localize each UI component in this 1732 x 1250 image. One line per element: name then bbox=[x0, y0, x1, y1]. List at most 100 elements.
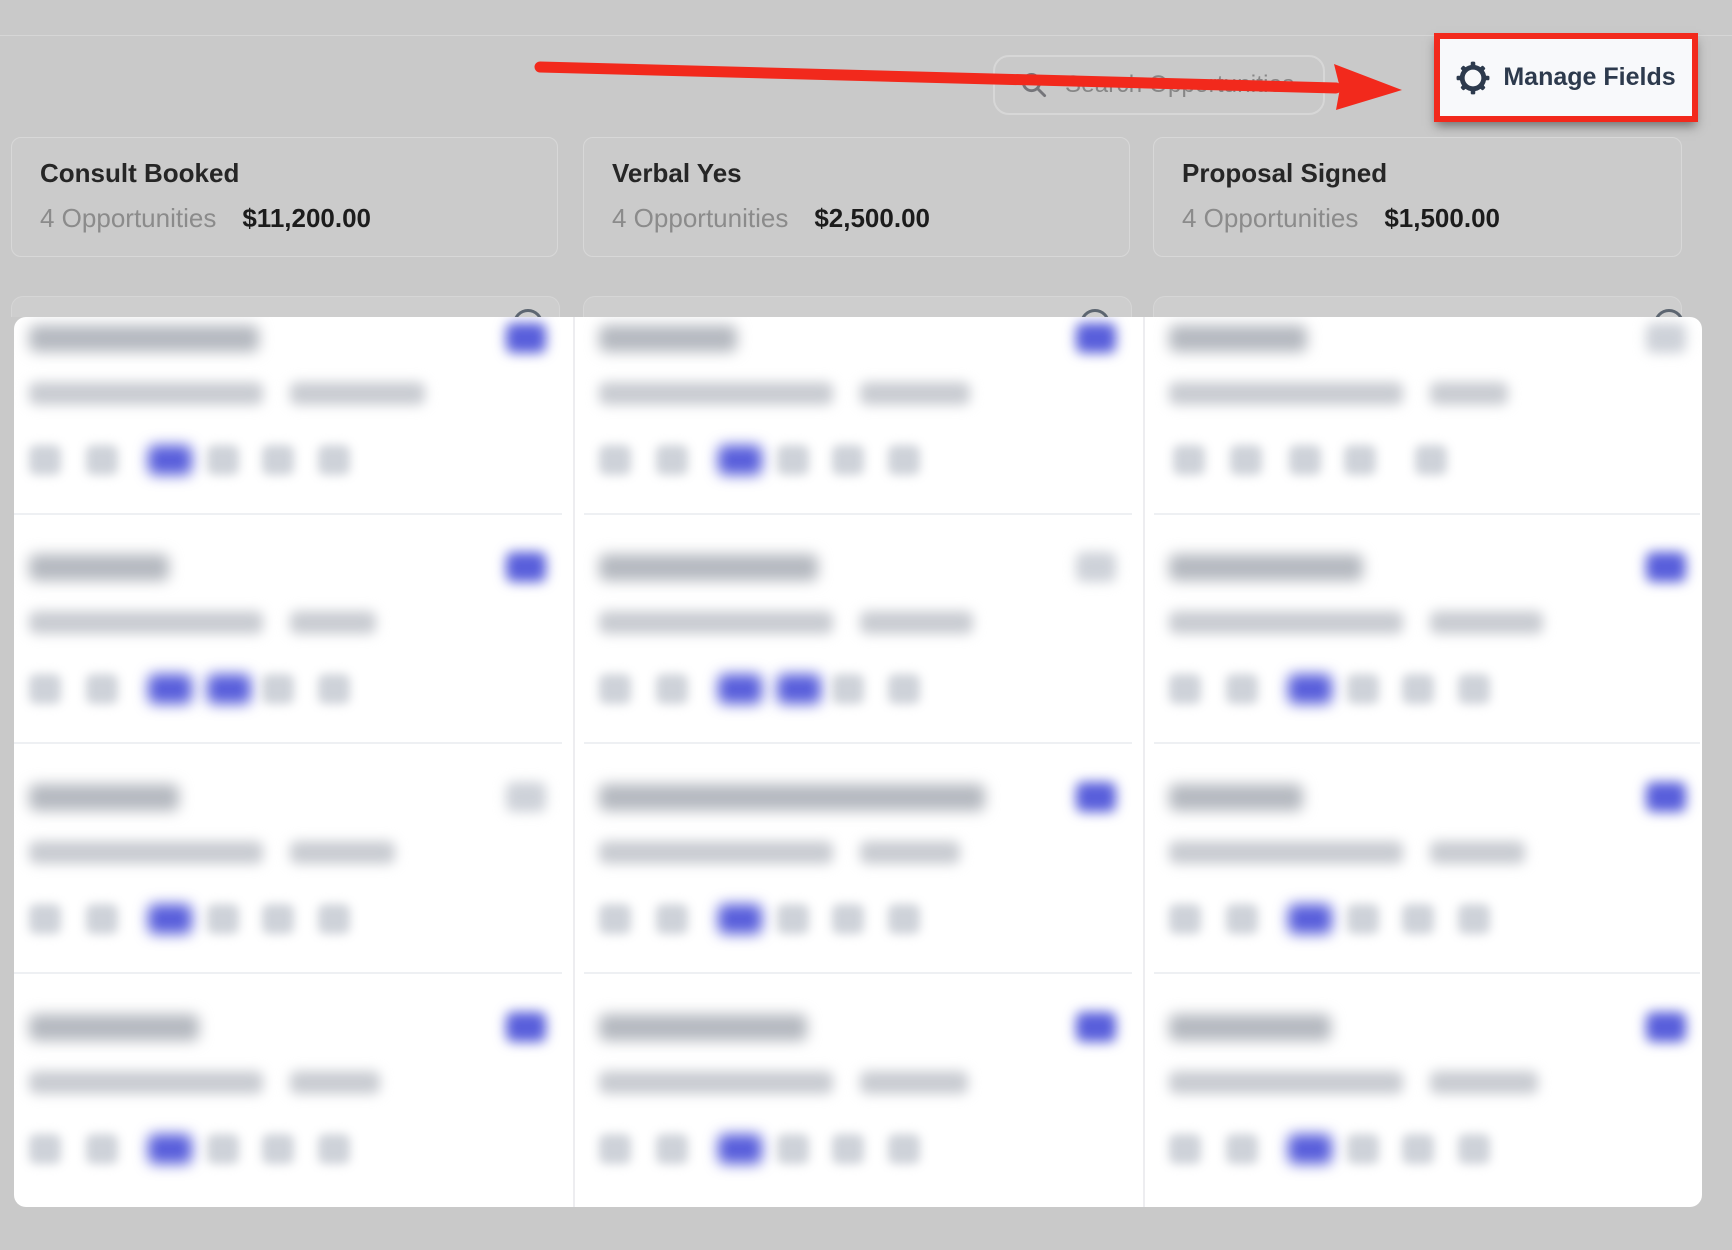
contact-name-redacted bbox=[1169, 1014, 1331, 1041]
stage-header-proposal-signed: Proposal Signed 4 Opportunities $1,500.0… bbox=[1153, 137, 1682, 257]
card-action-icon[interactable] bbox=[888, 1134, 920, 1164]
stage-count: 4 Opportunities bbox=[612, 203, 789, 233]
card-action-icon[interactable] bbox=[262, 445, 294, 475]
card-action-icon[interactable] bbox=[148, 674, 192, 704]
card-action-icon[interactable] bbox=[86, 674, 118, 704]
card-status-badge[interactable] bbox=[506, 323, 546, 353]
opportunities-board-blurred bbox=[14, 317, 1702, 1207]
card-action-icon[interactable] bbox=[1289, 445, 1321, 475]
card-action-icon[interactable] bbox=[718, 445, 762, 475]
card-action-icon[interactable] bbox=[207, 674, 251, 704]
card-action-icon[interactable] bbox=[29, 445, 61, 475]
card-action-icon[interactable] bbox=[1402, 1134, 1434, 1164]
card-action-icon[interactable] bbox=[656, 1134, 688, 1164]
card-action-icon[interactable] bbox=[832, 904, 864, 934]
card-action-icon[interactable] bbox=[1169, 1134, 1201, 1164]
card-action-icon[interactable] bbox=[86, 904, 118, 934]
card-action-icon[interactable] bbox=[832, 674, 864, 704]
card-action-icon[interactable] bbox=[318, 904, 350, 934]
card-action-icon[interactable] bbox=[1458, 674, 1490, 704]
opportunity-value-redacted bbox=[599, 841, 833, 864]
card-action-icon[interactable] bbox=[1173, 445, 1205, 475]
gear-icon bbox=[1456, 61, 1490, 95]
card-action-icon[interactable] bbox=[832, 445, 864, 475]
card-action-icon[interactable] bbox=[888, 445, 920, 475]
card-action-icon[interactable] bbox=[1288, 1134, 1332, 1164]
card-action-icon[interactable] bbox=[1344, 445, 1376, 475]
card-action-icon[interactable] bbox=[718, 904, 762, 934]
card-action-icon[interactable] bbox=[599, 904, 631, 934]
card-action-icon[interactable] bbox=[1226, 904, 1258, 934]
card-action-icon[interactable] bbox=[1347, 904, 1379, 934]
card-action-icon[interactable] bbox=[1347, 1134, 1379, 1164]
card-action-icon[interactable] bbox=[1402, 904, 1434, 934]
card-action-icon[interactable] bbox=[1169, 674, 1201, 704]
card-status-badge[interactable] bbox=[506, 1012, 546, 1042]
card-action-icon[interactable] bbox=[1226, 1134, 1258, 1164]
opportunity-amount-redacted bbox=[1430, 841, 1525, 864]
card-action-icon[interactable] bbox=[718, 1134, 762, 1164]
card-action-icon[interactable] bbox=[148, 445, 192, 475]
card-action-icon[interactable] bbox=[318, 1134, 350, 1164]
contact-name-redacted bbox=[29, 325, 259, 352]
card-status-badge[interactable] bbox=[1076, 1012, 1116, 1042]
card-action-icon[interactable] bbox=[1458, 1134, 1490, 1164]
card-action-icon[interactable] bbox=[1347, 674, 1379, 704]
card-action-icon[interactable] bbox=[207, 445, 239, 475]
card-action-icon[interactable] bbox=[1415, 445, 1447, 475]
card-action-icon[interactable] bbox=[29, 904, 61, 934]
card-action-icon[interactable] bbox=[656, 904, 688, 934]
card-action-icon[interactable] bbox=[888, 674, 920, 704]
card-action-icon[interactable] bbox=[262, 904, 294, 934]
card-action-icon[interactable] bbox=[777, 674, 821, 704]
card-action-icon[interactable] bbox=[656, 445, 688, 475]
opportunity-value-redacted bbox=[29, 382, 263, 405]
card-divider bbox=[1154, 513, 1700, 515]
card-action-icon[interactable] bbox=[599, 674, 631, 704]
card-action-icon[interactable] bbox=[318, 674, 350, 704]
card-action-icon[interactable] bbox=[777, 445, 809, 475]
card-action-icon[interactable] bbox=[1402, 674, 1434, 704]
opportunity-value-redacted bbox=[1169, 1071, 1403, 1094]
card-action-icon[interactable] bbox=[207, 904, 239, 934]
card-action-icon[interactable] bbox=[1288, 904, 1332, 934]
card-status-badge[interactable] bbox=[1646, 782, 1686, 812]
card-action-icon[interactable] bbox=[599, 445, 631, 475]
card-action-icon[interactable] bbox=[207, 1134, 239, 1164]
card-status-badge[interactable] bbox=[1646, 323, 1686, 353]
card-action-icon[interactable] bbox=[1226, 674, 1258, 704]
card-action-icon[interactable] bbox=[888, 904, 920, 934]
card-action-icon[interactable] bbox=[1230, 445, 1262, 475]
card-action-icon[interactable] bbox=[318, 445, 350, 475]
card-action-icon[interactable] bbox=[777, 904, 809, 934]
card-status-badge[interactable] bbox=[1646, 552, 1686, 582]
card-action-icon[interactable] bbox=[1169, 904, 1201, 934]
opportunity-value-redacted bbox=[1169, 611, 1403, 634]
card-status-badge[interactable] bbox=[506, 552, 546, 582]
card-status-badge[interactable] bbox=[1076, 323, 1116, 353]
card-action-icon[interactable] bbox=[718, 674, 762, 704]
opportunity-amount-redacted bbox=[860, 382, 970, 405]
card-action-icon[interactable] bbox=[1288, 674, 1332, 704]
card-action-icon[interactable] bbox=[29, 1134, 61, 1164]
card-action-icon[interactable] bbox=[86, 445, 118, 475]
card-action-icon[interactable] bbox=[262, 1134, 294, 1164]
card-action-icon[interactable] bbox=[148, 1134, 192, 1164]
card-action-icon[interactable] bbox=[29, 674, 61, 704]
card-action-icon[interactable] bbox=[777, 1134, 809, 1164]
search-input[interactable]: Search Opportunities bbox=[993, 55, 1325, 115]
card-action-icon[interactable] bbox=[262, 674, 294, 704]
opportunity-amount-redacted bbox=[290, 382, 425, 405]
card-status-badge[interactable] bbox=[506, 782, 546, 812]
card-action-icon[interactable] bbox=[656, 674, 688, 704]
card-action-icon[interactable] bbox=[86, 1134, 118, 1164]
card-action-icon[interactable] bbox=[832, 1134, 864, 1164]
card-action-icon[interactable] bbox=[148, 904, 192, 934]
card-status-badge[interactable] bbox=[1076, 552, 1116, 582]
card-action-icon[interactable] bbox=[599, 1134, 631, 1164]
card-status-badge[interactable] bbox=[1076, 782, 1116, 812]
card-action-icon[interactable] bbox=[1458, 904, 1490, 934]
stage-amount: $11,200.00 bbox=[242, 203, 372, 233]
card-status-badge[interactable] bbox=[1646, 1012, 1686, 1042]
manage-fields-button[interactable]: Manage Fields bbox=[1434, 33, 1698, 122]
